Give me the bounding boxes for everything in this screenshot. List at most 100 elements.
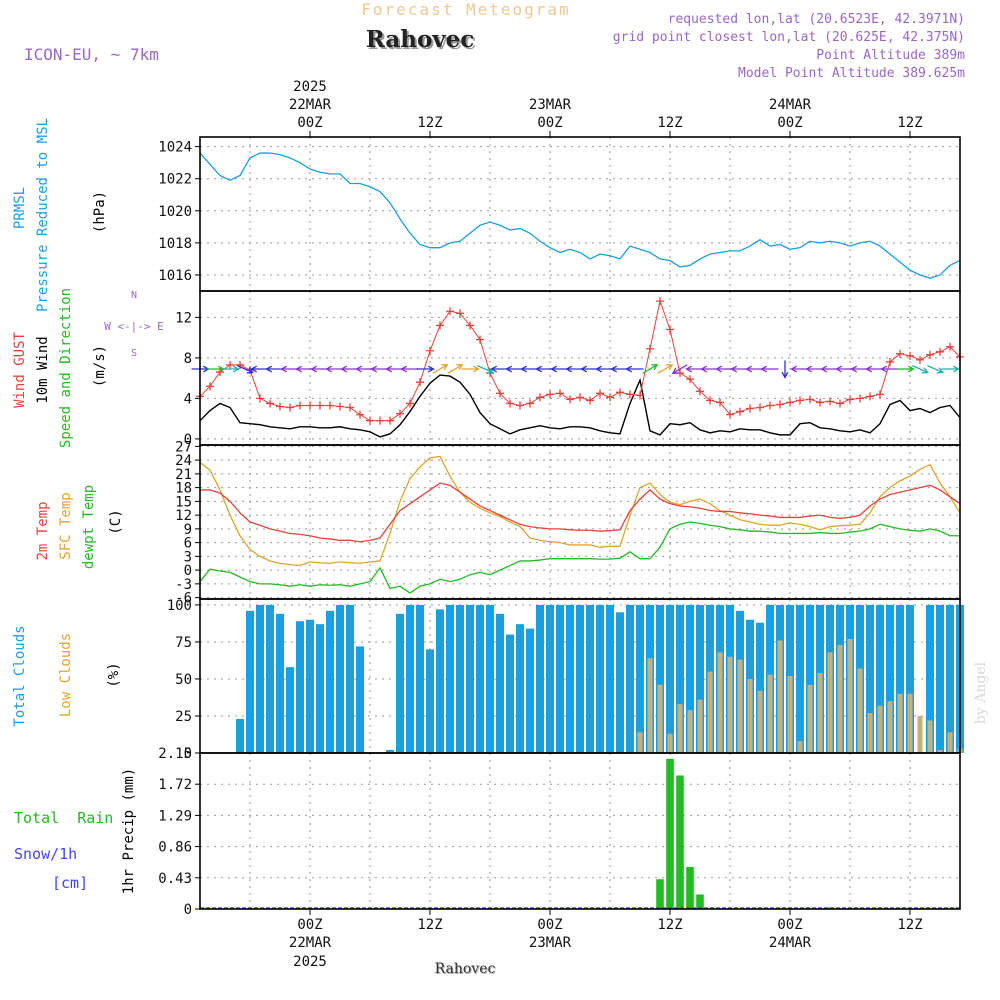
precip-bar: [696, 894, 704, 909]
location-title: Rahovec: [366, 26, 475, 53]
y-tick-label: 27: [175, 439, 192, 455]
product-title: Forecast Meteogram: [361, 0, 570, 19]
low-clouds-bar: [707, 671, 713, 753]
wind-direction-arrow: [671, 364, 688, 374]
total-clouds-bar: [356, 646, 364, 753]
gust-point: [836, 399, 844, 408]
low-clouds-bar: [777, 640, 783, 753]
bottom-time-label: 00Z: [537, 917, 562, 933]
total-clouds-bar: [296, 621, 304, 753]
gust-point: [796, 396, 804, 405]
gust-point: [396, 409, 404, 418]
gust-point: [646, 344, 654, 353]
wind-gust-line: [199, 299, 961, 422]
sfc-temp-line: [199, 455, 961, 567]
total-clouds-bar: [876, 604, 884, 753]
top-time-label: 23MAR: [529, 97, 572, 113]
gust-point: [566, 395, 574, 404]
total-clouds-bar: [306, 619, 314, 753]
gust-point: [606, 393, 614, 402]
pressure-label-2: Pressure Reduced to MSL: [35, 118, 51, 312]
sfc-label: SFC Temp: [58, 492, 74, 559]
bottom-time-label: 2025: [293, 954, 327, 970]
gust-point: [936, 347, 944, 356]
total-clouds-bar: [276, 613, 284, 753]
wind-direction-arrow: [941, 365, 960, 373]
gust-point: [596, 389, 604, 398]
total-clouds-bar: [806, 604, 814, 753]
total-clouds-bar: [696, 604, 704, 753]
wind-direction-arrow: [461, 365, 480, 373]
total-clouds-bar: [636, 604, 644, 753]
gust-point: [336, 402, 344, 411]
dewpt-label: dewpt Temp: [81, 485, 97, 569]
low-clouds-bar: [687, 710, 693, 753]
gust-point: [656, 297, 664, 306]
wind-speed-line: [199, 374, 961, 438]
y-tick-label: 0: [184, 432, 192, 448]
gust-point: [916, 355, 924, 364]
y-tick-label: 1022: [158, 172, 192, 188]
low-clouds-bar: [657, 684, 663, 753]
total-clouds-bar: [526, 628, 534, 753]
y-tick-label: 12: [175, 310, 192, 326]
bottom-time-label: 23MAR: [529, 935, 572, 951]
gust-point: [586, 396, 594, 405]
top-time-label: 00Z: [537, 115, 562, 131]
low-clouds-bar: [877, 705, 883, 753]
low-clouds-bar: [757, 690, 763, 753]
low-clouds-bar: [717, 652, 723, 753]
gust-point: [696, 387, 704, 396]
y-tick-label: 0.43: [158, 871, 192, 887]
total-clouds-bar: [546, 604, 554, 753]
top-time-label: 22MAR: [289, 97, 332, 113]
total-clouds-bar: [406, 604, 414, 753]
precip-bar: [656, 879, 664, 909]
y-tick-label: 12: [175, 508, 192, 524]
panel-frame-0: [199, 136, 961, 292]
low-clouds-bar: [947, 732, 953, 753]
gust-point: [286, 403, 294, 412]
point-altitude: Point Altitude 389m: [816, 48, 965, 63]
y-tick-label: -6: [175, 591, 192, 607]
total-clouds-bar: [396, 613, 404, 753]
gust-point: [846, 395, 854, 404]
gust-point: [736, 407, 744, 416]
top-time-label: 00Z: [777, 115, 802, 131]
gust-point: [496, 389, 504, 398]
total-clouds-bar: [656, 604, 664, 753]
total-clouds-bar: [236, 718, 244, 753]
gust-point: [786, 398, 794, 407]
total-clouds-bar: [936, 604, 944, 753]
gust-point: [226, 360, 234, 369]
low-clouds-bar: [697, 699, 703, 753]
total-clouds-bar: [616, 612, 624, 753]
low-clouds-bar: [817, 673, 823, 753]
low-clouds-bar: [667, 733, 673, 753]
low-clouds-bar: [727, 656, 733, 753]
gust-point: [466, 321, 474, 330]
clouds-unit: (%): [106, 662, 122, 687]
total-clouds-bar: [886, 604, 894, 753]
wind-direction-arrow: [447, 364, 464, 374]
gust-point: [896, 349, 904, 358]
total-clouds-bar: [386, 750, 394, 753]
gust-point: [546, 390, 554, 399]
y-tick-label: 4: [184, 391, 192, 407]
total-clouds-bar: [686, 604, 694, 753]
low-clouds-bar: [827, 652, 833, 753]
gust-point: [876, 390, 884, 399]
bottom-time-label: 12Z: [417, 917, 442, 933]
rain-label: Total Rain: [14, 809, 113, 827]
top-time-label: 2025: [293, 79, 327, 95]
y-tick-label: 0: [184, 902, 192, 918]
y-tick-label: 21: [175, 467, 192, 483]
panel-frame-2: [199, 444, 961, 600]
total-clouds-bar: [946, 604, 954, 753]
footer-location: Rahovec: [435, 961, 496, 977]
compass-n: N: [131, 290, 137, 301]
gust-point: [806, 395, 814, 404]
y-tick-label: -3: [175, 577, 192, 593]
low-clouds-bar: [647, 658, 653, 753]
